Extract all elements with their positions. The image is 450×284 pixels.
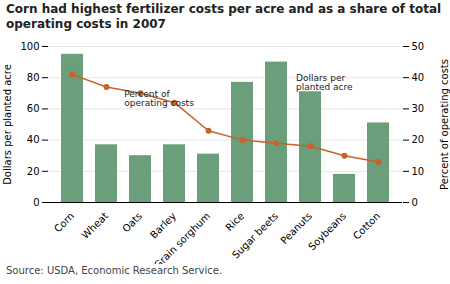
svg-text:Dollars per planted acre: Dollars per planted acre <box>2 64 13 185</box>
svg-text:100: 100 <box>20 41 39 52</box>
html-text:Corn had highest fertilizer co: Corn had highest fertilizer costs per ac… <box>6 2 442 31</box>
svg-text:60: 60 <box>27 103 40 114</box>
svg-text:80: 80 <box>27 72 40 83</box>
svg-text:Dollars perplanted acre: Dollars perplanted acre <box>296 73 353 92</box>
svg-text:20: 20 <box>27 166 40 177</box>
svg-text:Percent of operating costs: Percent of operating costs <box>439 59 450 190</box>
svg-text:Corn: Corn <box>52 210 76 234</box>
svg-text:0: 0 <box>33 197 39 208</box>
svg-text:40: 40 <box>412 72 425 83</box>
svg-text:Wheat: Wheat <box>79 210 110 241</box>
svg-text:Barley: Barley <box>148 210 178 240</box>
svg-text:40: 40 <box>27 134 40 145</box>
svg-text:10: 10 <box>412 166 425 177</box>
svg-text:50: 50 <box>412 41 425 52</box>
svg-text:30: 30 <box>412 103 425 114</box>
svg-text:20: 20 <box>412 134 425 145</box>
svg-text:0: 0 <box>412 197 418 208</box>
svg-text:Oats: Oats <box>120 210 144 234</box>
svg-text:Peanuts: Peanuts <box>278 210 315 247</box>
svg-text:Cotton: Cotton <box>351 210 382 241</box>
svg-text:Grain sorghum: Grain sorghum <box>152 210 212 264</box>
svg-text:Rice: Rice <box>223 210 246 233</box>
svg-text:Sugar beets: Sugar beets <box>230 210 280 260</box>
svg-text:Percent ofoperating costs: Percent ofoperating costs <box>124 89 194 108</box>
svg-text:Soybeans: Soybeans <box>306 210 348 252</box>
html-text:Source: USDA, Economic Researc: Source: USDA, Economic Research Service. <box>6 265 223 276</box>
